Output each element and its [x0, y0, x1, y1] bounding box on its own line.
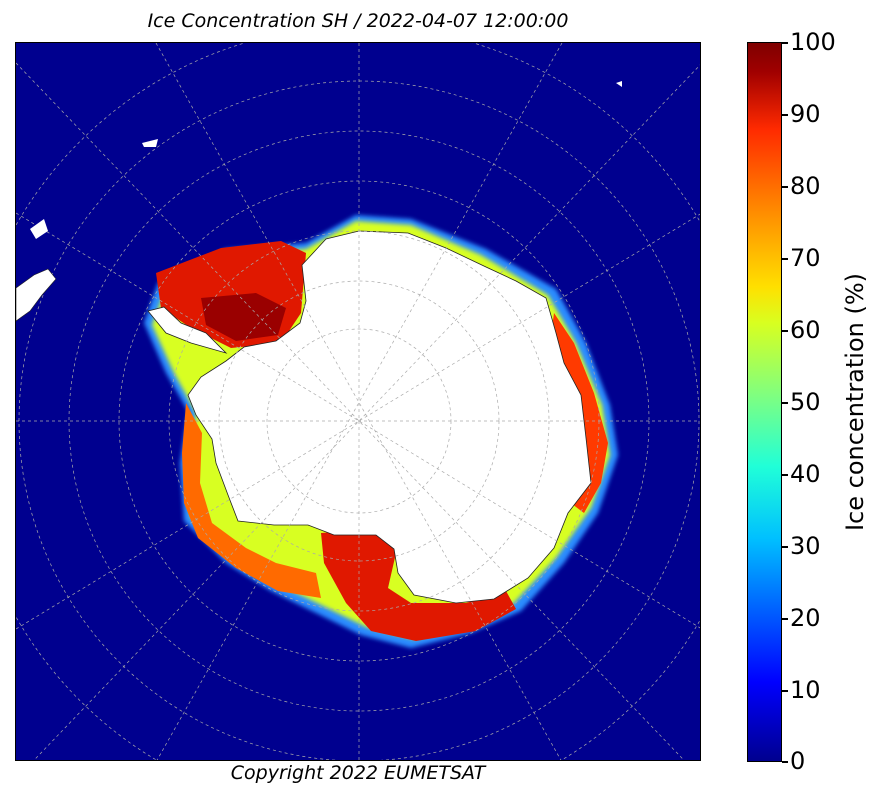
- colorbar-tick: [782, 474, 788, 476]
- colorbar-tick-label: 90: [790, 100, 821, 128]
- colorbar-tick: [782, 402, 788, 404]
- colorbar-tick-label: 0: [790, 747, 806, 775]
- colorbar-tick: [782, 690, 788, 692]
- weddell-sea-ice-core: [201, 293, 286, 341]
- colorbar-tick-label: 10: [790, 676, 821, 704]
- colorbar: [747, 42, 782, 762]
- ross-sea-ice: [321, 529, 516, 641]
- antarctic-peninsula: [147, 306, 228, 354]
- antarctic-map: [15, 42, 701, 761]
- colorbar-tick-label: 20: [790, 604, 821, 632]
- west-coast-ice: [182, 403, 321, 598]
- colorbar-tick-label: 80: [790, 172, 821, 200]
- colorbar-label: Ice concentration (%): [841, 272, 869, 532]
- copyright-text: Copyright 2022 EUMETSAT: [230, 762, 486, 784]
- colorbar-tick: [782, 330, 788, 332]
- antarctica-landmass: [187, 230, 592, 604]
- south-america-tip: [16, 268, 57, 322]
- graticule: [16, 43, 700, 760]
- colorbar-tick-label: 50: [790, 388, 821, 416]
- colorbar-tick: [782, 42, 788, 44]
- colorbar-tick: [782, 186, 788, 188]
- colorbar-tick: [782, 546, 788, 548]
- colorbar-tick-label: 100: [790, 28, 836, 56]
- island: [616, 81, 622, 87]
- island: [30, 219, 48, 239]
- map-title: Ice Concentration SH / 2022-04-07 12:00:…: [147, 10, 569, 32]
- colorbar-tick-label: 70: [790, 244, 821, 272]
- island: [142, 139, 158, 147]
- colorbar-tick: [782, 761, 788, 763]
- map-svg: [16, 43, 700, 760]
- colorbar-tick: [782, 258, 788, 260]
- colorbar-tick-label: 60: [790, 316, 821, 344]
- colorbar-tick-label: 30: [790, 532, 821, 560]
- colorbar-tick: [782, 618, 788, 620]
- colorbar-tick-label: 40: [790, 460, 821, 488]
- colorbar-tick: [782, 114, 788, 116]
